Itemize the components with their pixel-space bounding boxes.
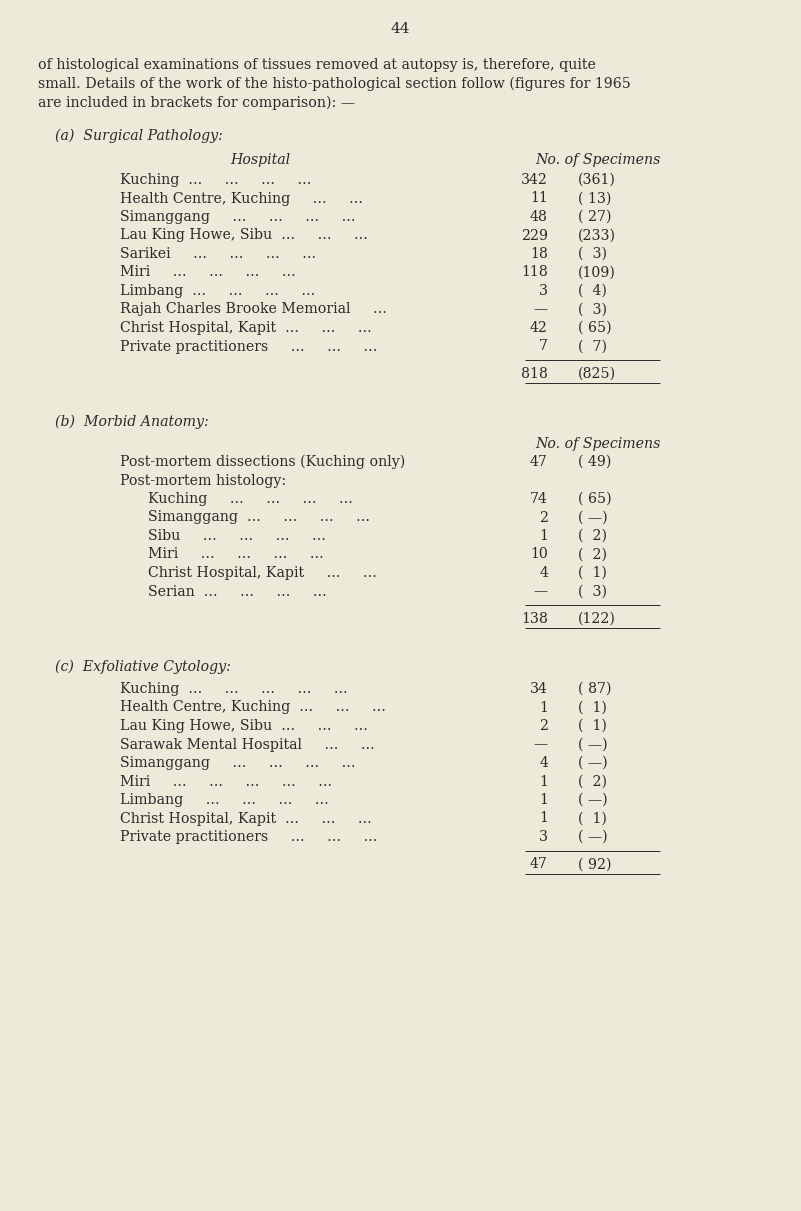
Text: 1: 1 — [539, 811, 548, 826]
Text: ( 65): ( 65) — [578, 321, 612, 335]
Text: (  2): ( 2) — [578, 529, 607, 543]
Text: Kuching  ...     ...     ...     ...: Kuching ... ... ... ... — [120, 173, 312, 186]
Text: 342: 342 — [521, 173, 548, 186]
Text: No. of Specimens: No. of Specimens — [535, 437, 661, 450]
Text: Health Centre, Kuching  ...     ...     ...: Health Centre, Kuching ... ... ... — [120, 700, 386, 714]
Text: Simanggang     ...     ...     ...     ...: Simanggang ... ... ... ... — [120, 756, 356, 770]
Text: Miri     ...     ...     ...     ...     ...: Miri ... ... ... ... ... — [120, 775, 332, 788]
Text: ( 49): ( 49) — [578, 455, 611, 469]
Text: 1: 1 — [539, 700, 548, 714]
Text: Hospital: Hospital — [230, 153, 290, 167]
Text: 2: 2 — [539, 511, 548, 524]
Text: ( 92): ( 92) — [578, 857, 611, 872]
Text: (  3): ( 3) — [578, 303, 607, 316]
Text: ( 65): ( 65) — [578, 492, 612, 506]
Text: 3: 3 — [539, 285, 548, 298]
Text: ( 87): ( 87) — [578, 682, 611, 696]
Text: Private practitioners     ...     ...     ...: Private practitioners ... ... ... — [120, 339, 377, 354]
Text: (  3): ( 3) — [578, 585, 607, 598]
Text: 1: 1 — [539, 793, 548, 807]
Text: Private practitioners     ...     ...     ...: Private practitioners ... ... ... — [120, 830, 377, 844]
Text: ( 27): ( 27) — [578, 210, 611, 224]
Text: ( —): ( —) — [578, 511, 608, 524]
Text: 18: 18 — [530, 247, 548, 262]
Text: (  2): ( 2) — [578, 547, 607, 562]
Text: 11: 11 — [530, 191, 548, 206]
Text: (361): (361) — [578, 173, 616, 186]
Text: 229: 229 — [521, 229, 548, 242]
Text: 138: 138 — [521, 612, 548, 626]
Text: 48: 48 — [530, 210, 548, 224]
Text: Christ Hospital, Kapit     ...     ...: Christ Hospital, Kapit ... ... — [148, 566, 377, 580]
Text: Christ Hospital, Kapit  ...     ...     ...: Christ Hospital, Kapit ... ... ... — [120, 321, 372, 335]
Text: 34: 34 — [530, 682, 548, 696]
Text: Simanggang     ...     ...     ...     ...: Simanggang ... ... ... ... — [120, 210, 356, 224]
Text: Christ Hospital, Kapit  ...     ...     ...: Christ Hospital, Kapit ... ... ... — [120, 811, 372, 826]
Text: of histological examinations of tissues removed at autopsy is, therefore, quite: of histological examinations of tissues … — [38, 58, 596, 71]
Text: (  1): ( 1) — [578, 719, 607, 733]
Text: Miri     ...     ...     ...     ...: Miri ... ... ... ... — [148, 547, 324, 562]
Text: Sarawak Mental Hospital     ...     ...: Sarawak Mental Hospital ... ... — [120, 737, 375, 752]
Text: ( —): ( —) — [578, 830, 608, 844]
Text: 3: 3 — [539, 830, 548, 844]
Text: are included in brackets for comparison): —: are included in brackets for comparison)… — [38, 96, 355, 110]
Text: 118: 118 — [521, 265, 548, 280]
Text: 818: 818 — [521, 367, 548, 381]
Text: (122): (122) — [578, 612, 616, 626]
Text: 47: 47 — [530, 455, 548, 469]
Text: —: — — [534, 737, 548, 752]
Text: 4: 4 — [539, 756, 548, 770]
Text: (a)  Surgical Pathology:: (a) Surgical Pathology: — [55, 130, 223, 143]
Text: 1: 1 — [539, 529, 548, 543]
Text: —: — — [534, 585, 548, 598]
Text: 42: 42 — [530, 321, 548, 335]
Text: ( —): ( —) — [578, 756, 608, 770]
Text: (  3): ( 3) — [578, 247, 607, 262]
Text: —: — — [534, 303, 548, 316]
Text: Post-mortem dissections (Kuching only): Post-mortem dissections (Kuching only) — [120, 455, 405, 470]
Text: 1: 1 — [539, 775, 548, 788]
Text: Lau King Howe, Sibu  ...     ...     ...: Lau King Howe, Sibu ... ... ... — [120, 719, 368, 733]
Text: Sarikei     ...     ...     ...     ...: Sarikei ... ... ... ... — [120, 247, 316, 262]
Text: (109): (109) — [578, 265, 616, 280]
Text: No. of Specimens: No. of Specimens — [535, 153, 661, 167]
Text: (  7): ( 7) — [578, 339, 607, 354]
Text: (  4): ( 4) — [578, 285, 607, 298]
Text: Serian  ...     ...     ...     ...: Serian ... ... ... ... — [148, 585, 327, 598]
Text: ( 13): ( 13) — [578, 191, 611, 206]
Text: Health Centre, Kuching     ...     ...: Health Centre, Kuching ... ... — [120, 191, 363, 206]
Text: (233): (233) — [578, 229, 616, 242]
Text: 4: 4 — [539, 566, 548, 580]
Text: (c)  Exfoliative Cytology:: (c) Exfoliative Cytology: — [55, 660, 231, 675]
Text: Simanggang  ...     ...     ...     ...: Simanggang ... ... ... ... — [148, 511, 370, 524]
Text: 10: 10 — [530, 547, 548, 562]
Text: Sibu     ...     ...     ...     ...: Sibu ... ... ... ... — [148, 529, 326, 543]
Text: (825): (825) — [578, 367, 616, 381]
Text: Miri     ...     ...     ...     ...: Miri ... ... ... ... — [120, 265, 296, 280]
Text: (  2): ( 2) — [578, 775, 607, 788]
Text: 7: 7 — [539, 339, 548, 354]
Text: Limbang  ...     ...     ...     ...: Limbang ... ... ... ... — [120, 285, 316, 298]
Text: (  1): ( 1) — [578, 566, 607, 580]
Text: ( —): ( —) — [578, 737, 608, 752]
Text: 44: 44 — [391, 22, 410, 36]
Text: 2: 2 — [539, 719, 548, 733]
Text: (  1): ( 1) — [578, 811, 607, 826]
Text: 47: 47 — [530, 857, 548, 872]
Text: Lau King Howe, Sibu  ...     ...     ...: Lau King Howe, Sibu ... ... ... — [120, 229, 368, 242]
Text: Kuching     ...     ...     ...     ...: Kuching ... ... ... ... — [148, 492, 353, 506]
Text: small. Details of the work of the histo-pathological section follow (figures for: small. Details of the work of the histo-… — [38, 78, 631, 91]
Text: (b)  Morbid Anatomy:: (b) Morbid Anatomy: — [55, 415, 209, 430]
Text: 74: 74 — [530, 492, 548, 506]
Text: Post-mortem histology:: Post-mortem histology: — [120, 474, 286, 488]
Text: Kuching  ...     ...     ...     ...     ...: Kuching ... ... ... ... ... — [120, 682, 348, 696]
Text: ( —): ( —) — [578, 793, 608, 807]
Text: Limbang     ...     ...     ...     ...: Limbang ... ... ... ... — [120, 793, 328, 807]
Text: Rajah Charles Brooke Memorial     ...: Rajah Charles Brooke Memorial ... — [120, 303, 387, 316]
Text: (  1): ( 1) — [578, 700, 607, 714]
